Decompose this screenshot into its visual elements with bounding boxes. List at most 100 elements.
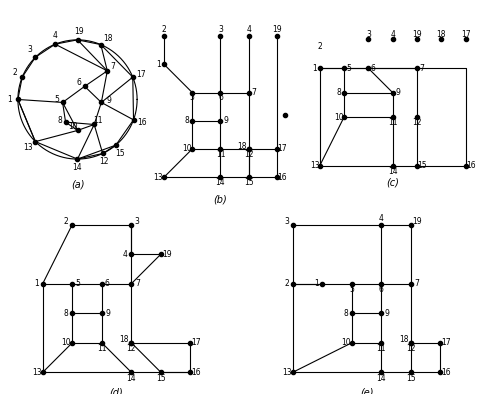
Text: 16: 16 [277, 173, 286, 182]
Text: 14: 14 [72, 163, 83, 172]
Text: 2: 2 [12, 69, 17, 78]
Text: (c): (c) [386, 178, 399, 188]
Text: 6: 6 [77, 78, 82, 87]
Text: 7: 7 [252, 88, 256, 97]
Text: 6: 6 [379, 285, 384, 294]
Text: 10: 10 [62, 338, 71, 347]
Text: 12: 12 [126, 344, 136, 353]
Text: 19: 19 [412, 217, 422, 226]
Text: 18: 18 [103, 34, 113, 43]
Text: (a): (a) [71, 180, 84, 190]
Text: 8: 8 [344, 309, 348, 318]
Text: 11: 11 [376, 344, 386, 353]
Text: 13: 13 [32, 368, 42, 377]
Text: 3: 3 [27, 45, 32, 54]
Text: 13: 13 [310, 161, 320, 170]
Text: 4: 4 [52, 32, 58, 40]
Text: 7: 7 [414, 279, 420, 288]
Text: 4: 4 [379, 214, 384, 223]
Text: 15: 15 [244, 178, 254, 187]
Text: 15: 15 [406, 374, 415, 383]
Text: 18: 18 [399, 335, 408, 344]
Text: 19: 19 [162, 250, 172, 258]
Text: 8: 8 [184, 116, 189, 125]
Text: 18: 18 [119, 335, 128, 344]
Text: 12: 12 [244, 149, 254, 158]
Text: 11: 11 [216, 149, 225, 158]
Text: 13: 13 [282, 368, 292, 377]
Text: 7: 7 [110, 62, 115, 71]
Text: 10: 10 [334, 113, 344, 121]
Text: 2: 2 [64, 217, 68, 226]
Text: 3: 3 [218, 25, 223, 33]
Text: 6: 6 [370, 64, 375, 73]
Text: 19: 19 [412, 30, 422, 39]
Text: 1: 1 [7, 95, 12, 104]
Text: 15: 15 [417, 161, 427, 170]
Text: 13: 13 [154, 173, 164, 182]
Text: 4: 4 [246, 25, 251, 33]
Text: 12: 12 [99, 157, 108, 166]
Text: 5: 5 [190, 93, 194, 102]
Text: 5: 5 [54, 95, 59, 104]
Text: 9: 9 [106, 309, 110, 318]
Text: 17: 17 [442, 338, 451, 347]
Text: 17: 17 [192, 338, 201, 347]
Text: 11: 11 [94, 116, 103, 125]
Text: 18: 18 [237, 141, 246, 151]
Text: (d): (d) [110, 387, 124, 394]
Text: 10: 10 [341, 338, 350, 347]
Text: 10: 10 [182, 145, 192, 153]
Text: 3: 3 [366, 30, 371, 39]
Text: 5: 5 [346, 64, 351, 73]
Text: 11: 11 [97, 344, 106, 353]
Text: 8: 8 [337, 88, 342, 97]
Text: 17: 17 [136, 70, 146, 79]
Text: 15: 15 [115, 149, 125, 158]
Text: 6: 6 [104, 279, 110, 288]
Text: 1: 1 [34, 279, 39, 288]
Text: 7: 7 [419, 64, 424, 73]
Text: 11: 11 [388, 118, 398, 127]
Text: 9: 9 [223, 116, 228, 125]
Text: 8: 8 [57, 116, 62, 125]
Text: 1: 1 [156, 60, 161, 69]
Text: 4: 4 [390, 30, 395, 39]
Text: 14: 14 [126, 374, 136, 383]
Text: 17: 17 [461, 30, 470, 39]
Text: 9: 9 [106, 96, 111, 104]
Text: 16: 16 [192, 368, 201, 377]
Text: 14: 14 [376, 374, 386, 383]
Text: 16: 16 [466, 161, 475, 170]
Text: 18: 18 [436, 30, 446, 39]
Text: 2: 2 [162, 25, 166, 33]
Text: 2: 2 [284, 279, 289, 288]
Text: 8: 8 [64, 309, 68, 318]
Text: 12: 12 [412, 118, 422, 127]
Text: 19: 19 [272, 25, 281, 33]
Text: 1: 1 [314, 279, 318, 288]
Text: 14: 14 [388, 167, 398, 176]
Text: 19: 19 [74, 27, 84, 36]
Text: 2: 2 [318, 42, 322, 51]
Text: 3: 3 [284, 217, 289, 226]
Text: 9: 9 [385, 309, 390, 318]
Text: 10: 10 [68, 122, 78, 131]
Text: 15: 15 [156, 374, 166, 383]
Text: 6: 6 [218, 93, 223, 102]
Text: 16: 16 [442, 368, 451, 377]
Text: 14: 14 [216, 178, 226, 187]
Text: (e): (e) [360, 387, 374, 394]
Text: 16: 16 [137, 118, 146, 127]
Text: 9: 9 [395, 88, 400, 97]
Text: 12: 12 [406, 344, 415, 353]
Text: 13: 13 [24, 143, 33, 152]
Text: (b): (b) [214, 194, 228, 204]
Text: 1: 1 [312, 64, 317, 73]
Text: 5: 5 [350, 285, 354, 294]
Text: 4: 4 [123, 250, 128, 258]
Text: 7: 7 [135, 279, 140, 288]
Text: 17: 17 [277, 145, 286, 153]
Text: 5: 5 [75, 279, 80, 288]
Text: 3: 3 [135, 217, 140, 226]
